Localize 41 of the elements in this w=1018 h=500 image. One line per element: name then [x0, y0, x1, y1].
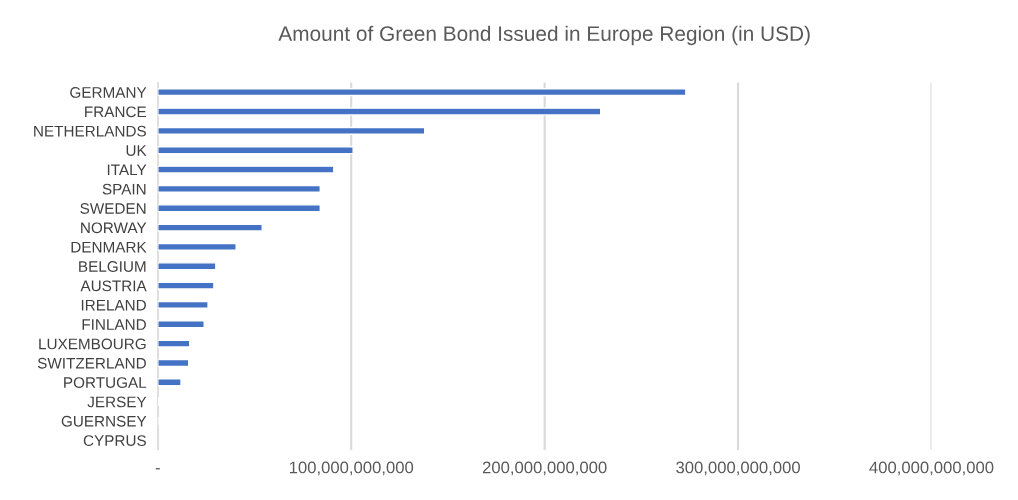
y-tick-label: SWEDEN [80, 203, 146, 214]
y-tick-label: IRELAND [81, 299, 146, 311]
x-tick-label: - [155, 468, 160, 470]
y-tick-label: SWITZERLAND [37, 357, 146, 369]
y-tick-label: GERMANY [70, 87, 147, 98]
bar [157, 320, 205, 329]
bar [157, 165, 335, 174]
y-tick-label: FRANCE [85, 106, 147, 118]
bar [157, 146, 354, 155]
chart-title: Amount of Green Bond Issued in Europe Region (in USD) [278, 25, 810, 46]
y-tick-label: UK [126, 145, 147, 156]
bar [157, 204, 321, 213]
y-tick-label: NORWAY [81, 222, 147, 234]
bar [157, 223, 263, 232]
y-tick-label: LUXEMBOURG [39, 338, 146, 350]
bar [157, 242, 237, 251]
bar [157, 126, 426, 135]
bar [157, 262, 217, 271]
y-tick-label: FINLAND [82, 319, 146, 330]
x-tick-label: 300,000,000,000 [676, 461, 800, 476]
x-tick-label: 400,000,000,000 [869, 461, 994, 476]
y-tick-label: CYPRUS [83, 435, 146, 447]
y-tick-label: ITALY [107, 164, 147, 176]
x-tick-label: 200,000,000,000 [482, 461, 607, 476]
y-tick-label: SPAIN [102, 183, 146, 195]
bar [157, 358, 190, 368]
y-tick-label: DENMARK [71, 241, 147, 253]
bar [157, 281, 215, 290]
y-tick-label: PORTUGAL [64, 377, 147, 388]
bar [157, 378, 182, 387]
y-tick-label: JERSEY [87, 396, 147, 408]
x-tick-label: 100,000,000,000 [289, 461, 414, 476]
y-tick-label: AUSTRIA [80, 280, 147, 292]
bar [157, 107, 602, 116]
y-tick-label: NETHERLANDS [34, 125, 146, 137]
y-tick-label: BELGIUM [79, 261, 146, 272]
bar [157, 88, 687, 97]
y-tick-label: GUERNSEY [61, 415, 147, 427]
bar [157, 184, 321, 193]
bar [157, 339, 191, 348]
bar [157, 300, 209, 310]
